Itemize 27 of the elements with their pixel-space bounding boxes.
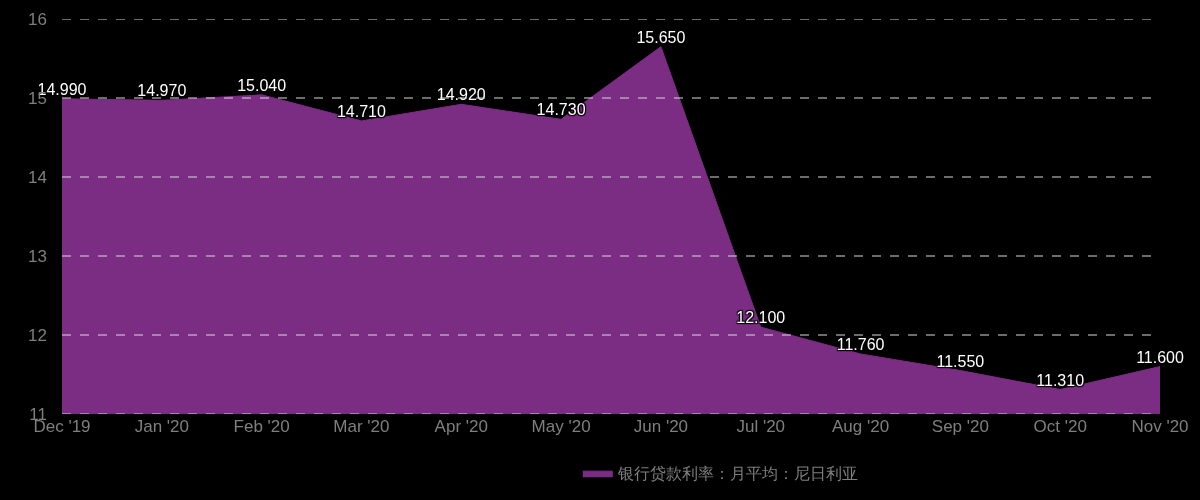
- data-label: 11.550: [936, 352, 985, 370]
- data-label: 12.100: [736, 309, 786, 327]
- x-tick-label: Feb '20: [233, 417, 290, 436]
- x-tick-label: Apr '20: [434, 417, 488, 436]
- data-label: 14.920: [436, 86, 486, 104]
- x-tick-label: Sep '20: [931, 417, 989, 436]
- x-tick-label: Jul '20: [736, 417, 786, 436]
- x-tick-label: Nov '20: [1131, 417, 1189, 436]
- data-label: 15.650: [636, 28, 686, 46]
- legend-label: 银行贷款利率：月平均：尼日利亚: [616, 465, 858, 483]
- data-label: 11.760: [836, 335, 885, 353]
- data-label: 11.310: [1036, 371, 1085, 389]
- y-tick-label: 16: [28, 9, 47, 29]
- y-tick-label: 14: [28, 167, 47, 187]
- y-tick-label: 12: [28, 325, 47, 345]
- data-label: 14.710: [336, 102, 387, 120]
- data-label: 14.730: [536, 101, 586, 119]
- x-tick-label: May '20: [531, 417, 591, 436]
- data-label: 11.600: [1136, 348, 1184, 366]
- y-tick-label: 13: [28, 246, 47, 266]
- x-tick-label: Jun '20: [633, 417, 689, 436]
- x-tick-label: Oct '20: [1033, 417, 1087, 436]
- x-tick-label: Aug '20: [831, 417, 890, 436]
- data-label: 15.040: [237, 76, 287, 94]
- data-label: 14.970: [137, 82, 187, 100]
- x-tick-label: Jan '20: [134, 417, 189, 436]
- x-tick-label: Mar '20: [333, 417, 390, 436]
